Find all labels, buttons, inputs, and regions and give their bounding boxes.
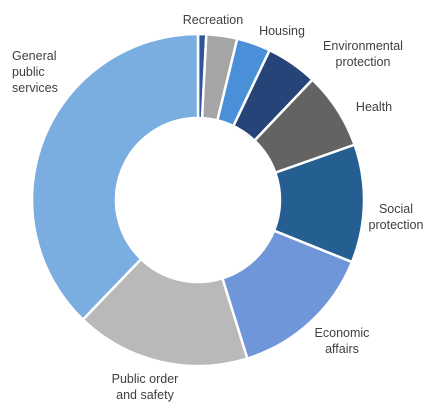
slice-general-public-services [30, 32, 200, 321]
label-general-public-services: General public services [12, 49, 58, 95]
label-public-order-and-safety: Public order and safety [112, 372, 179, 402]
label-environmental-protection: Environmental protection [323, 39, 403, 69]
slices-group [30, 32, 366, 368]
slice-public-order-and-safety [81, 257, 249, 368]
label-housing: Housing [259, 24, 305, 38]
label-health: Health [356, 100, 392, 114]
labels-group: Recreation Housing Environmental protection… [12, 13, 423, 402]
label-economic-affairs: Economic affairs [315, 326, 370, 356]
label-recreation: Recreation [183, 13, 243, 27]
label-social-protection: Social protection [369, 202, 424, 232]
